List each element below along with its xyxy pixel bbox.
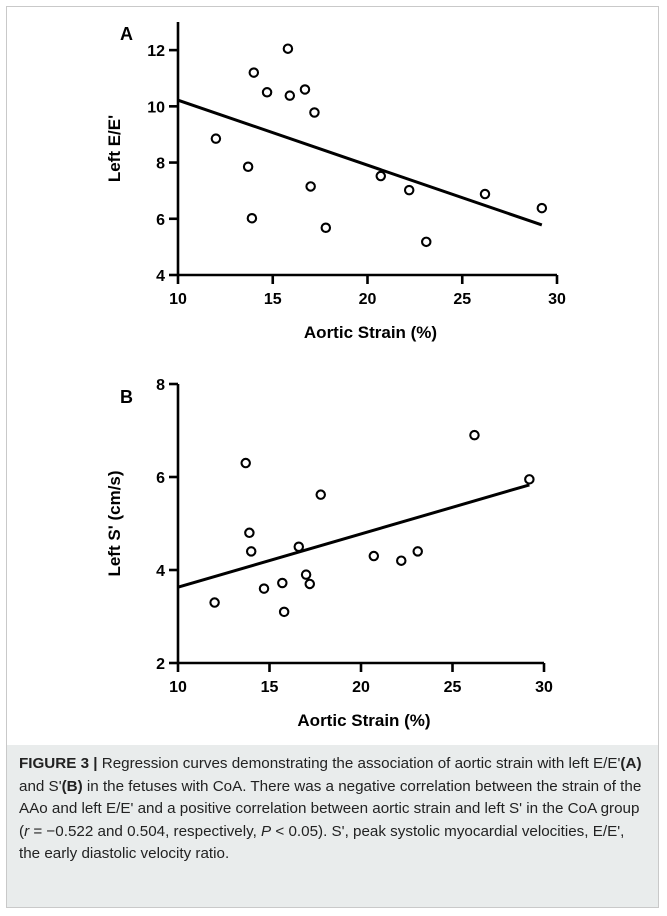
- data-point: [315, 489, 326, 500]
- x-tick-label: 25: [453, 291, 471, 308]
- y-axis-title: Left S' (cm/s): [105, 470, 124, 576]
- data-point: [293, 541, 305, 552]
- y-tick-label: 6: [156, 212, 165, 229]
- panel-label: B: [120, 387, 133, 407]
- caption-r-symbol: r: [24, 822, 30, 840]
- chart-panel-a: A 4 6 8 10 12 10 15 20 25 30 Aortic Strain (%) Left …: [105, 22, 566, 342]
- data-point: [210, 133, 222, 144]
- regression-line: [177, 483, 530, 589]
- data-point: [320, 222, 332, 234]
- data-point: [240, 457, 251, 469]
- data-point: [420, 236, 432, 248]
- data-point: [209, 597, 220, 608]
- data-point: [524, 474, 535, 485]
- y-tick-label: 2: [156, 656, 165, 673]
- caption-text-4: = −0.522 and 0.504, respectively,: [29, 822, 262, 840]
- data-point: [536, 202, 548, 214]
- chart-panel-b: B 2 4 6 8 10 15 20 25 30 Aortic Strain (%) Left S' …: [105, 377, 553, 730]
- panel-label: A: [120, 24, 133, 44]
- data-point: [245, 546, 257, 557]
- x-tick-label: 20: [352, 679, 370, 696]
- data-point: [261, 87, 273, 98]
- caption-text-3: in the fetuses with CoA. There was a neg…: [19, 777, 642, 840]
- data-point: [304, 578, 316, 590]
- x-tick-label: 25: [444, 679, 462, 696]
- data-point: [284, 90, 296, 101]
- x-tick-label: 10: [169, 679, 187, 696]
- caption-p-symbol: P: [261, 822, 272, 840]
- x-tick-label: 30: [535, 679, 553, 696]
- data-point: [278, 606, 290, 618]
- data-point: [248, 67, 260, 78]
- x-axis-title: Aortic Strain (%): [297, 711, 430, 730]
- data-point: [396, 555, 407, 566]
- data-point: [368, 550, 380, 562]
- data-point: [375, 170, 387, 182]
- data-point: [246, 212, 258, 224]
- y-tick-label: 12: [147, 43, 165, 60]
- caption-figure-label: FIGURE 3 |: [19, 755, 98, 772]
- caption-text-2: and S': [19, 777, 62, 795]
- data-point: [403, 184, 415, 196]
- caption-panel-b-label: (B): [61, 777, 83, 795]
- y-tick-label: 8: [156, 156, 165, 173]
- caption-text-5: < 0.05). S', peak systolic myocardial ve…: [19, 822, 625, 863]
- caption-panel-a-label: (A): [620, 755, 642, 772]
- y-tick-label: 4: [156, 563, 165, 580]
- figure-caption: FIGURE 3 | Regression curves demonstrati…: [7, 745, 658, 907]
- x-tick-label: 30: [548, 291, 566, 308]
- x-tick-label: 15: [261, 679, 279, 696]
- data-point: [282, 43, 294, 54]
- data-point: [258, 583, 270, 594]
- data-point: [242, 161, 254, 173]
- data-point: [469, 429, 480, 441]
- data-point: [305, 181, 316, 192]
- y-axis-title: Left E/E': [105, 115, 124, 182]
- data-point: [244, 527, 255, 539]
- data-point: [277, 577, 288, 589]
- data-point: [479, 188, 491, 200]
- y-tick-label: 10: [147, 99, 165, 116]
- y-tick-label: 8: [156, 377, 165, 394]
- data-point: [412, 546, 423, 557]
- data-point: [299, 84, 311, 95]
- y-tick-label: 6: [156, 470, 165, 487]
- figure-charts: A 4 6 8 10 12 10 15 20 25 30 Aortic Strain (%) Left …: [105, 22, 566, 730]
- x-tick-label: 10: [169, 291, 187, 308]
- x-axis-title: Aortic Strain (%): [304, 323, 437, 342]
- x-tick-label: 20: [359, 291, 377, 308]
- regression-line: [177, 98, 543, 227]
- data-point: [309, 107, 320, 118]
- caption-text-1: Regression curves demonstrating the asso…: [97, 755, 621, 772]
- y-tick-label: 4: [156, 268, 165, 285]
- x-tick-label: 15: [264, 291, 282, 308]
- data-point: [300, 569, 312, 580]
